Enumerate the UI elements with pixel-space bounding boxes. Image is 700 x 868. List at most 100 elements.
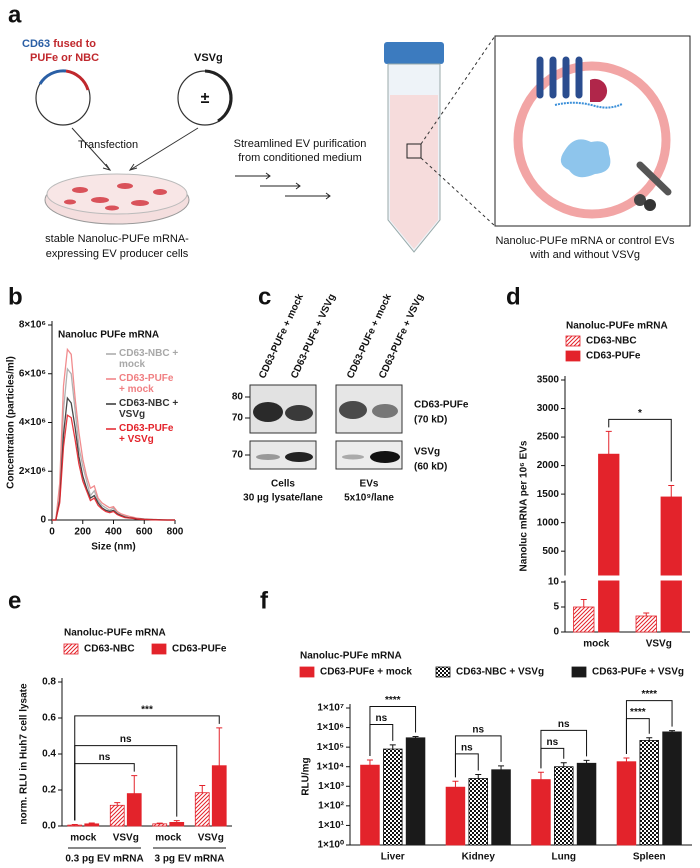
x-tick-label: 800 [167,527,184,538]
y-tick-label: 1×10⁵ [317,742,345,753]
y-tick-label: 1×10² [318,800,345,811]
panel-label: f [260,587,269,614]
legend-label: CD63-PUFe + mock [320,667,412,678]
y-tick-label: 5 [553,602,559,613]
group-label: 0.3 pg EV mRNA [65,854,143,865]
legend-swatch [435,666,451,678]
legend-label: CD63-NBC + VSVg [456,667,544,678]
legend-label: CD63-NBC + mock [119,348,179,370]
bar [360,764,380,846]
error-bar [605,430,612,455]
line-series [52,414,175,521]
blot-caption: Cells [271,479,295,490]
significance-label: **** [641,689,657,700]
significance-bracket [454,753,479,778]
nanoluc [560,139,611,178]
legend-label: CD63-PUFe + VSVg [119,423,174,445]
panel-a: a CD63 fused to PUFe or NBC VSVg ± Trans… [8,1,691,261]
legend-label: CD63-PUFe + mock [119,373,174,395]
transfection-label: Transfection [78,139,138,151]
bar [152,823,168,827]
zoom-box [406,143,422,159]
y-axis-label: Nanoluc mRNA per 10⁶ EVs [519,440,530,571]
y-tick-label: 1×10⁷ [317,703,344,714]
y-tick-label: 0.0 [42,821,56,832]
bar [468,778,488,846]
x-tick-label: mock [583,639,610,650]
bar [598,453,620,633]
bar [84,823,100,827]
y-tick-label: 0.8 [42,677,56,688]
bar [169,822,185,827]
pufe [590,78,608,102]
panel-label: c [258,283,271,310]
blot-caption: 5x10⁹/lane [344,493,394,504]
band-label: (60 kD) [414,462,447,473]
significance-label: **** [630,707,646,718]
axis-break [559,575,690,581]
error-bar [88,822,95,824]
bar [445,786,466,846]
y-tick-label: 3000 [537,403,560,414]
legend-title: Nanoluc PUFe mRNA [58,330,159,341]
band [372,404,398,418]
x-tick-label: Spleen [633,852,666,863]
x-tick-label: 0 [49,527,55,538]
x-tick-label: Liver [381,852,405,863]
y-tick-label: 4×10⁶ [19,417,46,428]
x-tick-label: VSVg [646,639,672,650]
x-tick-label: VSVg [198,833,224,844]
bar [660,496,682,633]
error-bar [114,802,121,806]
error-bar [389,744,396,750]
y-axis-label: RLU/mg [301,757,312,795]
band [253,402,283,422]
panel-label: b [8,283,23,310]
y-tick-label: 2000 [537,460,560,471]
legend-swatch [571,666,587,678]
legend-title: Nanoluc-PUFe mRNA [64,628,166,639]
error-bar [580,599,587,607]
y-tick-label: 1×10³ [318,781,345,792]
y-tick-label: 6×10⁶ [19,368,46,379]
bar [194,792,210,827]
x-tick-label: Kidney [462,852,496,863]
bar [639,740,659,846]
evs-caption: with and without VSVg [529,249,640,261]
band-label: CD63-PUFe [414,400,469,411]
error-bar [199,785,206,793]
significance-label: ns [120,734,132,745]
marker: 70 [232,413,244,424]
legend-swatch [151,643,167,655]
significance-bracket [74,715,220,821]
vsvg [634,194,646,206]
cd63-text: CD63 [22,38,50,50]
legend-label: CD63-NBC + VSVg [119,398,179,420]
legend-label: CD63-NBC [586,336,637,347]
purification-label: from conditioned medium [238,152,362,164]
cells-caption: stable Nanoluc-PUFe mRNA- [45,233,189,245]
error-bar [173,820,180,823]
y-tick-label: 0 [40,515,46,526]
bar [67,824,83,827]
fused-text: fused to [53,38,96,50]
marker: 70 [232,450,244,461]
error-bar [452,780,459,788]
legend-swatch [299,666,315,678]
construct-label: PUFe or NBC [30,52,99,64]
x-tick-label: 200 [74,527,91,538]
y-axis-label: Concentration (particles/ml) [6,356,17,489]
bar [211,765,227,827]
significance-label: **** [385,695,401,706]
x-tick-label: VSVg [113,833,139,844]
error-bar [366,759,373,766]
cells-caption: expressing EV producer cells [46,248,189,260]
arrowhead [102,163,138,171]
bar [576,762,597,846]
legend-label: CD63-PUFe + VSVg [592,667,684,678]
significance-label: ns [376,713,388,724]
error-bar [537,771,544,780]
y-tick-label: 1500 [537,489,560,500]
construct-label: CD63 fused to [22,38,96,50]
